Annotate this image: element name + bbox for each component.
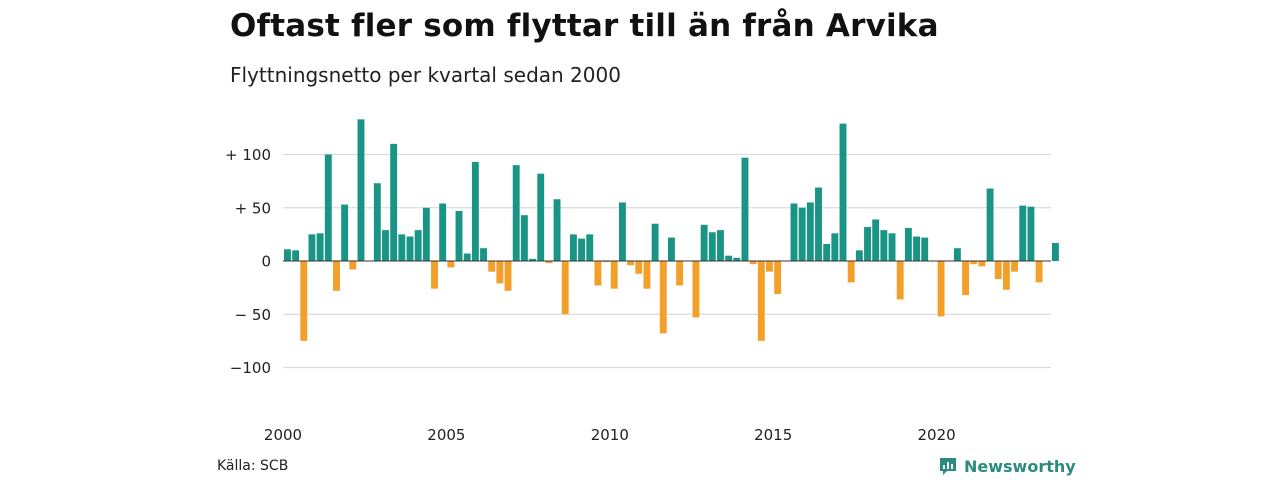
bar <box>897 261 904 299</box>
bar <box>317 233 324 261</box>
bar <box>660 261 667 333</box>
y-tick-label: + 100 <box>225 146 271 164</box>
bar <box>758 261 765 341</box>
bar <box>537 174 544 261</box>
brand-logo: Newsworthy <box>938 456 1076 476</box>
bar <box>300 261 307 341</box>
bar <box>1036 261 1043 282</box>
bar <box>905 228 912 261</box>
x-tick-label: 2015 <box>754 426 792 444</box>
bar <box>791 203 798 261</box>
bar <box>358 119 365 261</box>
bar <box>693 261 700 317</box>
bar-chart: + 100 + 50 0 − 50 −100 2000 2005 2010 2015 2020 <box>0 0 1280 450</box>
x-tick-label: 2005 <box>427 426 465 444</box>
bar <box>562 261 569 314</box>
bar <box>742 158 749 261</box>
bar <box>987 189 994 261</box>
bar <box>309 234 316 261</box>
x-tick-label: 2020 <box>918 426 956 444</box>
bar <box>652 224 659 261</box>
bar <box>521 215 528 261</box>
bar <box>456 211 463 261</box>
x-tick-label: 2010 <box>591 426 629 444</box>
bar <box>954 248 961 261</box>
y-tick-label: + 50 <box>235 199 271 217</box>
bar <box>423 208 430 261</box>
bar <box>717 230 724 261</box>
source-note: Källa: SCB <box>217 458 288 474</box>
newsworthy-logo-icon <box>938 456 958 476</box>
bar <box>578 239 585 261</box>
bar <box>627 261 634 265</box>
bar <box>635 261 642 274</box>
bar <box>889 233 896 261</box>
bar <box>1027 207 1034 261</box>
bar <box>913 237 920 261</box>
bar <box>856 250 863 261</box>
bar <box>431 261 438 289</box>
bar <box>774 261 781 294</box>
bar <box>570 234 577 261</box>
bar <box>880 230 887 261</box>
bar <box>398 234 405 261</box>
bar <box>872 219 879 261</box>
bar <box>1003 261 1010 290</box>
bar <box>619 202 626 261</box>
bar <box>799 208 806 261</box>
bar <box>333 261 340 291</box>
bar <box>848 261 855 282</box>
bar <box>709 232 716 261</box>
y-tick-label: −100 <box>230 359 271 377</box>
y-tick-label: 0 <box>261 253 271 271</box>
bar <box>325 155 332 262</box>
bar <box>488 261 495 272</box>
bar <box>292 250 299 261</box>
bar <box>284 249 291 261</box>
bar <box>374 183 381 261</box>
bar <box>390 144 397 261</box>
y-tick-label: − 50 <box>235 306 271 324</box>
bar <box>407 237 414 261</box>
bar <box>594 261 601 285</box>
bar <box>382 230 389 261</box>
bar <box>415 230 422 261</box>
x-tick-label: 2000 <box>264 426 302 444</box>
bar <box>472 162 479 261</box>
bar <box>668 238 675 261</box>
bar <box>586 234 593 261</box>
bar <box>823 244 830 261</box>
bar <box>349 261 356 270</box>
bar <box>962 261 969 295</box>
bar <box>815 188 822 261</box>
bar <box>496 261 503 283</box>
bar <box>938 261 945 316</box>
bar <box>611 261 618 289</box>
bar <box>480 248 487 261</box>
bar <box>464 254 471 261</box>
bar <box>1019 206 1026 261</box>
bar <box>921 238 928 261</box>
bar <box>1011 261 1018 272</box>
bar <box>505 261 512 291</box>
bar <box>807 202 814 261</box>
bar <box>341 205 348 261</box>
bar <box>766 261 773 272</box>
bar <box>447 261 454 267</box>
bar <box>676 261 683 285</box>
bar <box>995 261 1002 279</box>
bar <box>840 124 847 261</box>
bar <box>1052 243 1059 261</box>
brand-label: Newsworthy <box>964 457 1076 476</box>
bar <box>701 225 708 261</box>
bar <box>831 233 838 261</box>
bar <box>978 261 985 266</box>
bar <box>725 256 732 261</box>
bar <box>864 227 871 261</box>
bar <box>643 261 650 289</box>
bar <box>513 165 520 261</box>
bar <box>439 203 446 261</box>
bar <box>554 199 561 261</box>
